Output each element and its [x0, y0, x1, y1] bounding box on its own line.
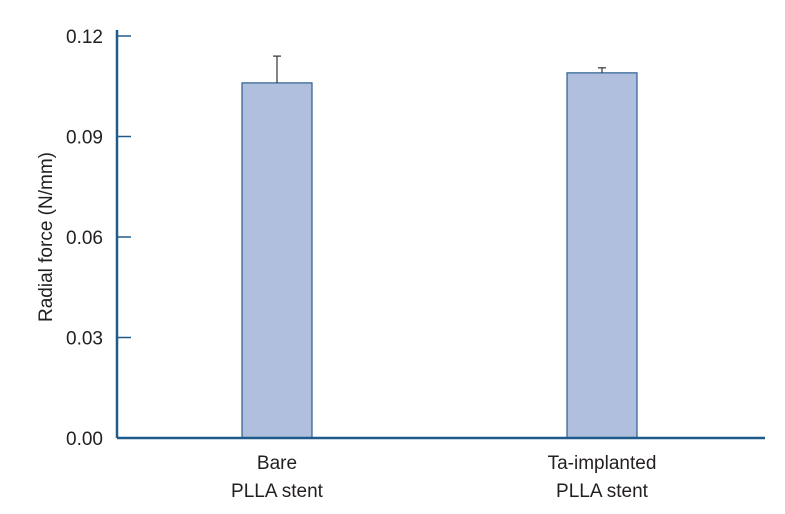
y-tick-label: 0.12: [66, 27, 103, 48]
y-tick-label: 0.03: [66, 329, 103, 350]
axes-layer: [115, 30, 765, 440]
y-tick-label: 0.06: [66, 228, 103, 249]
x-category-label-line1: Bare: [257, 453, 297, 474]
x-category-label-line2: PLLA stent: [556, 481, 649, 502]
y-axis-title: Radial force (N/mm): [36, 152, 57, 322]
x-category-label-line1: Ta-implanted: [548, 453, 657, 474]
x-category-labels: Bare PLLA stent Ta-implanted PLLA stent: [231, 453, 656, 502]
bar: [241, 82, 313, 439]
x-category-label-line2: PLLA stent: [231, 481, 324, 502]
bar: [566, 72, 638, 439]
y-tick-label: 0.09: [66, 128, 103, 149]
y-ticks: 0.00 0.03 0.06 0.09 0.12: [66, 27, 131, 450]
bars-layer: [241, 55, 638, 439]
y-tick-label: 0.00: [66, 429, 103, 450]
